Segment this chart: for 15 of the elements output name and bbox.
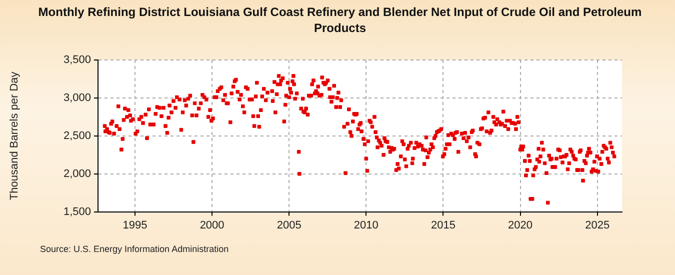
x-tick-label: 2010 — [354, 219, 378, 232]
y-tick-label: 3,500 — [63, 54, 91, 66]
source-note: Source: U.S. Energy Information Administration — [40, 244, 229, 254]
x-tick-label: 2020 — [508, 219, 533, 232]
y-tick-label: 2,000 — [63, 168, 91, 180]
y-tick-label: 1,500 — [63, 206, 91, 218]
chart-title: Monthly Refining District Louisiana Gulf Coast Refinery and Blender Net Input of Crude Oil and Petroleum Products — [37, 4, 643, 36]
y-tick-label: 2,500 — [63, 130, 91, 142]
x-tick-label: 2015 — [430, 219, 456, 232]
x-tick-label: 1995 — [122, 219, 148, 232]
y-tick-label: 3,000 — [63, 92, 91, 104]
x-tick-label: 2005 — [276, 219, 302, 232]
x-tick-label: 2025 — [585, 219, 610, 232]
x-tick-label: 2000 — [200, 219, 224, 232]
y-axis-title: Thousand Barrels per Day — [8, 71, 21, 200]
